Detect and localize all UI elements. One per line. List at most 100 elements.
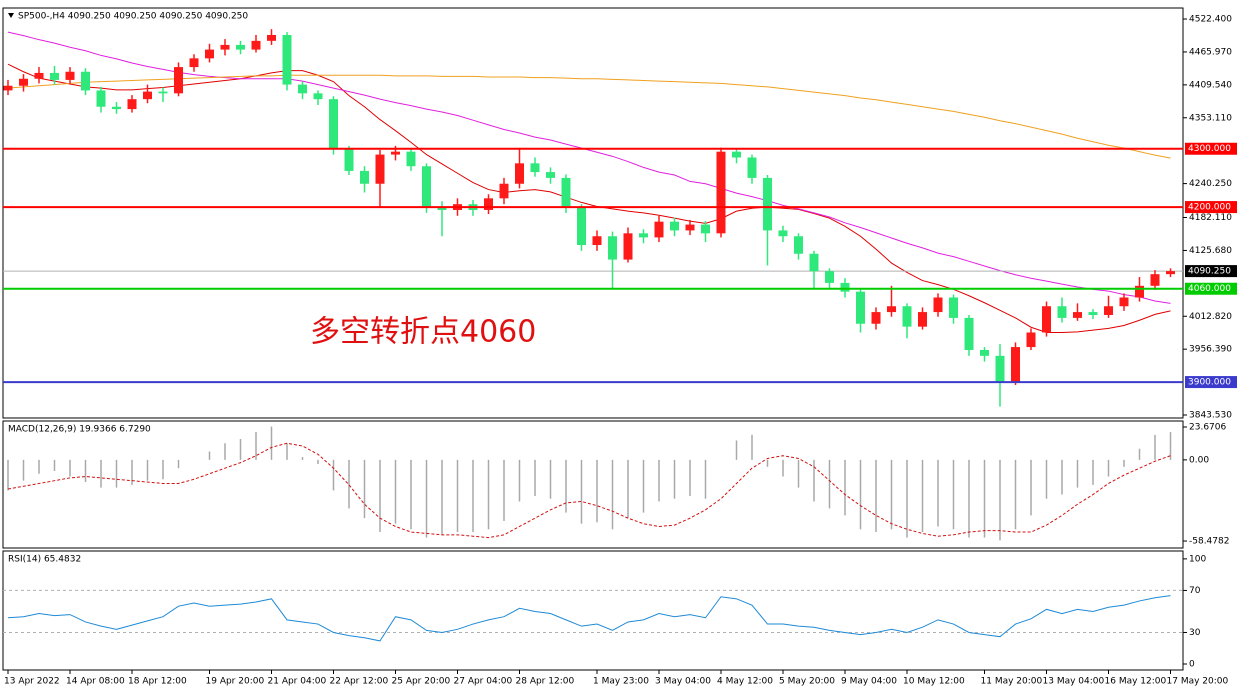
main-panel xyxy=(2,7,1184,419)
candle-body xyxy=(313,93,323,100)
candle-body xyxy=(143,91,152,100)
candle-body xyxy=(50,72,59,80)
y-tick-label: 4465.970 xyxy=(1189,47,1232,57)
candle-body xyxy=(1042,306,1051,333)
candle-body xyxy=(1166,271,1175,275)
candle-body xyxy=(933,297,943,313)
candle-body xyxy=(499,183,509,199)
macd-signal xyxy=(7,442,1171,539)
x-tick-label: 19 Apr 20:00 xyxy=(206,677,265,687)
candle-body xyxy=(437,207,447,210)
moving-average xyxy=(7,63,1171,333)
y-tick-label: -58.4782 xyxy=(1189,537,1229,547)
candle-body xyxy=(251,40,261,50)
y-tick-label: 4409.540 xyxy=(1189,80,1232,90)
level-label-bg xyxy=(1185,201,1237,214)
y-tick-label: 3956.390 xyxy=(1189,345,1232,355)
x-tick-label: 18 Apr 12:00 xyxy=(128,677,187,687)
candle-body xyxy=(267,35,276,41)
candle-body xyxy=(406,151,416,167)
candle-body xyxy=(1073,312,1082,318)
moving-average xyxy=(7,31,1171,304)
candle-body xyxy=(1119,297,1129,307)
y-tick-label: 100 xyxy=(1189,554,1206,564)
candle-body xyxy=(96,90,106,107)
x-tick-label: 11 May 20:00 xyxy=(981,677,1043,687)
y-tick-label: 4522.400 xyxy=(1189,15,1232,25)
candle-body xyxy=(220,44,230,50)
candle-body xyxy=(344,148,354,171)
candle-body xyxy=(65,71,75,80)
y-tick-label: 4240.250 xyxy=(1189,179,1232,189)
candle-body xyxy=(1135,285,1144,298)
rsi-panel xyxy=(2,550,1184,671)
candle-body xyxy=(840,282,850,292)
rsi-title: RSI(14) 65.4832 xyxy=(8,555,81,565)
candle-body xyxy=(623,233,633,260)
candle-body xyxy=(871,312,881,324)
x-tick-label: 25 Apr 20:00 xyxy=(392,677,451,687)
candle-body xyxy=(1011,347,1020,383)
candle-body xyxy=(112,106,121,110)
candle-body xyxy=(205,49,214,59)
current-price-label: 4090.250 xyxy=(1188,267,1231,277)
candle-body xyxy=(3,85,13,91)
level-label: 4300.000 xyxy=(1188,144,1231,154)
candle-body xyxy=(592,236,602,245)
candle-body xyxy=(484,198,493,210)
candle-body xyxy=(360,170,369,184)
candle-body xyxy=(19,78,28,86)
candle-body xyxy=(670,221,679,231)
candle-body xyxy=(902,306,912,327)
candle-body xyxy=(174,67,183,94)
x-tick-label: 9 May 04:00 xyxy=(841,677,897,687)
candle-body xyxy=(236,44,245,50)
candle-body xyxy=(298,84,307,94)
candle-body xyxy=(980,349,989,356)
level-label: 4060.000 xyxy=(1188,284,1231,294)
candle-body xyxy=(639,233,648,238)
rsi-line xyxy=(7,595,1171,642)
x-tick-label: 13 May 04:00 xyxy=(1043,677,1105,687)
macd-title: MACD(12,26,9) 19.9366 6.7290 xyxy=(8,425,151,435)
candle-body xyxy=(887,306,896,313)
candle-body xyxy=(964,317,974,350)
candle-body xyxy=(778,230,788,237)
candle-body xyxy=(654,221,664,238)
candle-body xyxy=(375,154,385,184)
level-label-bg xyxy=(1185,282,1237,295)
candle-body xyxy=(918,312,927,327)
x-tick-label: 17 May 20:00 xyxy=(1167,677,1229,687)
macd-panel xyxy=(2,420,1184,549)
y-tick-label: 4125.680 xyxy=(1189,246,1232,256)
candle-body xyxy=(794,236,803,254)
candle-body xyxy=(856,291,865,324)
candle-body xyxy=(1104,306,1113,315)
y-tick-label: 0 xyxy=(1189,660,1195,670)
candle-body xyxy=(949,297,958,318)
level-label: 3900.000 xyxy=(1188,378,1231,388)
x-tick-label: 10 May 12:00 xyxy=(903,677,965,687)
candle-body xyxy=(81,71,90,91)
candle-body xyxy=(1026,332,1036,348)
candle-body xyxy=(34,72,44,79)
level-label-bg xyxy=(1185,376,1237,389)
y-tick-label: 3843.530 xyxy=(1189,411,1232,421)
candle-body xyxy=(608,236,617,260)
candle-body xyxy=(422,166,431,208)
candle-body xyxy=(189,58,199,68)
candle-body xyxy=(391,151,400,155)
chart-title: SP500-,H4 4090.250 4090.250 4090.250 409… xyxy=(18,12,248,22)
candle-body xyxy=(1150,274,1160,286)
x-tick-label: 21 Apr 04:00 xyxy=(268,677,327,687)
y-tick-label: 0.00 xyxy=(1189,455,1209,465)
candle-body xyxy=(158,91,168,94)
candle-body xyxy=(1088,312,1098,315)
x-tick-label: 1 May 23:00 xyxy=(593,677,649,687)
x-tick-label: 28 Apr 12:00 xyxy=(516,677,575,687)
candle-body xyxy=(577,207,586,245)
x-tick-label: 5 May 20:00 xyxy=(779,677,835,687)
